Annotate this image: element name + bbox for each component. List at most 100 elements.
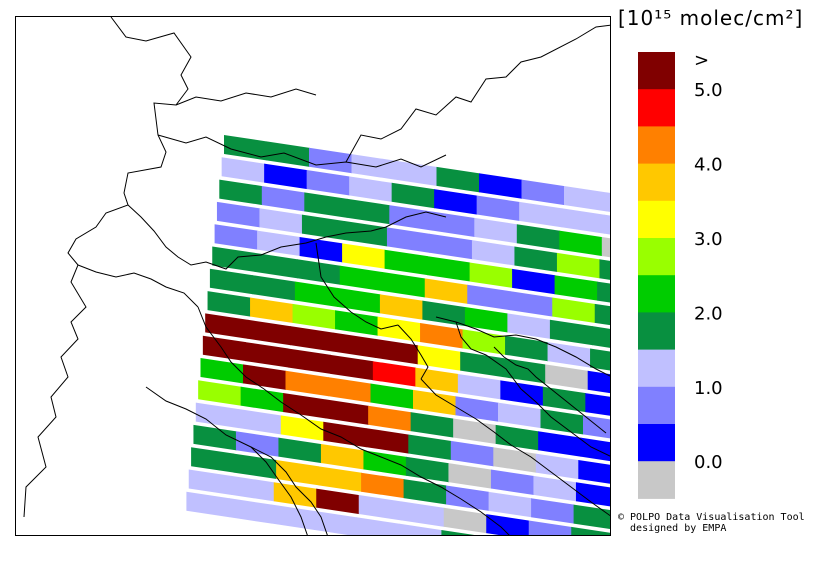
swath-pixel: [460, 351, 504, 378]
swath-pixel: [401, 501, 445, 527]
swath-pixel: [446, 485, 490, 511]
legend-swatch: [638, 52, 675, 90]
swath-pixel: [552, 297, 596, 323]
credit-line-1: © POLPO Data Visualisation Tool: [618, 512, 805, 523]
swath-pixel: [294, 281, 338, 308]
swath-pixel: [254, 252, 298, 279]
swath-pixel: [200, 358, 244, 384]
swath-pixel: [337, 287, 381, 314]
swath-pixel: [358, 495, 402, 521]
swath-pixel: [486, 514, 530, 535]
swath-pixel: [214, 224, 258, 250]
swath-pixel: [332, 332, 376, 358]
swath-pixel: [391, 182, 435, 209]
swath-pixel: [398, 523, 442, 535]
swath-pixel: [212, 246, 256, 272]
swath-pixel: [549, 319, 593, 346]
swath-pixel: [431, 211, 475, 237]
swath-pixel: [356, 517, 400, 535]
legend-tick-label: 5.0: [694, 80, 723, 101]
swath-pixel: [320, 444, 365, 470]
swath-pixel: [453, 418, 497, 445]
swath-pixel: [448, 463, 492, 489]
swath-pixel: [342, 243, 386, 269]
legend-swatch: [638, 89, 675, 127]
swath-pixel: [554, 275, 598, 301]
legend-swatch: [638, 200, 675, 239]
swath-pixel: [379, 294, 423, 320]
swath-pixel: [193, 424, 237, 451]
swath-pixel: [462, 329, 506, 355]
swath-pixel: [410, 412, 454, 438]
swath-pixel: [469, 262, 513, 288]
coastline: [493, 346, 607, 434]
swath-pixel: [429, 233, 473, 260]
swath-pixel: [594, 303, 610, 326]
swath-pixel: [198, 380, 242, 406]
swath-pixel: [259, 208, 303, 234]
swath-pixel: [450, 440, 494, 467]
swath-pixel: [545, 364, 589, 390]
swath-pixel: [372, 361, 416, 387]
swath-pixel: [252, 275, 296, 301]
boundary-line: [197, 306, 510, 535]
swath-pixel: [427, 256, 471, 282]
swath-pixel: [216, 201, 261, 228]
swath-pixel: [330, 354, 374, 381]
swath-pixel: [370, 383, 414, 409]
swath-pixel: [306, 170, 350, 196]
boundary-line: [315, 242, 399, 330]
country-boundaries: [23, 17, 610, 535]
swath-pixel: [590, 348, 610, 371]
boundary-line: [435, 316, 610, 377]
swath-pixel: [278, 437, 322, 464]
swath-pixel: [316, 488, 360, 515]
swath-pixel: [505, 335, 549, 362]
swath-pixel: [538, 431, 582, 457]
boundary-line: [397, 324, 429, 380]
swath-pixel: [493, 447, 537, 473]
swath-pixel: [195, 402, 239, 429]
swath-pixel: [556, 252, 601, 279]
credit-text: © POLPO Data Visualisation Tool designed…: [618, 512, 805, 534]
legend-swatch: [638, 126, 675, 165]
swath-pixel: [382, 272, 426, 298]
legend-swatch: [638, 386, 675, 425]
swath-pixel: [394, 160, 438, 186]
swath-pixel: [599, 259, 610, 280]
boundary-line: [77, 264, 199, 308]
swath-pixel: [219, 179, 263, 206]
swath-pixel: [261, 185, 305, 212]
swath-pixel: [297, 259, 341, 285]
swath-pixel: [467, 284, 511, 311]
swath-pixel: [528, 520, 572, 535]
no2-swaths: [186, 135, 610, 535]
swath-pixel: [384, 249, 428, 276]
swath-pixel: [368, 405, 412, 432]
swath-pixel: [533, 475, 577, 502]
swath-pixel: [441, 530, 475, 535]
boundary-line: [455, 321, 610, 457]
color-legend: >5.0 4.0 3.0 2.0 1.0 0.0 <: [638, 50, 723, 510]
map-canvas: [23, 17, 610, 535]
swath-pixel: [276, 459, 320, 486]
swath-pixel: [285, 370, 329, 397]
swath-pixel: [299, 236, 343, 263]
swath-pixel: [585, 393, 610, 416]
swath-pixel: [457, 373, 501, 400]
swath-pixel: [328, 377, 372, 403]
swath-pixel: [535, 453, 579, 480]
swath-pixel: [290, 326, 334, 352]
swath-pixel: [531, 498, 575, 524]
coastline: [250, 446, 308, 535]
unit-label: [10¹⁵ molec/cm²]: [618, 6, 804, 30]
swath-pixel: [573, 504, 610, 530]
swath-pixel: [363, 450, 407, 476]
swath-pixel: [455, 396, 499, 422]
swath-pixel: [202, 335, 246, 362]
swath-pixel: [323, 421, 367, 448]
swath-pixel: [233, 453, 277, 480]
swath-pixel: [186, 491, 230, 518]
boundary-line: [420, 378, 610, 517]
swath-pixel: [443, 507, 487, 534]
